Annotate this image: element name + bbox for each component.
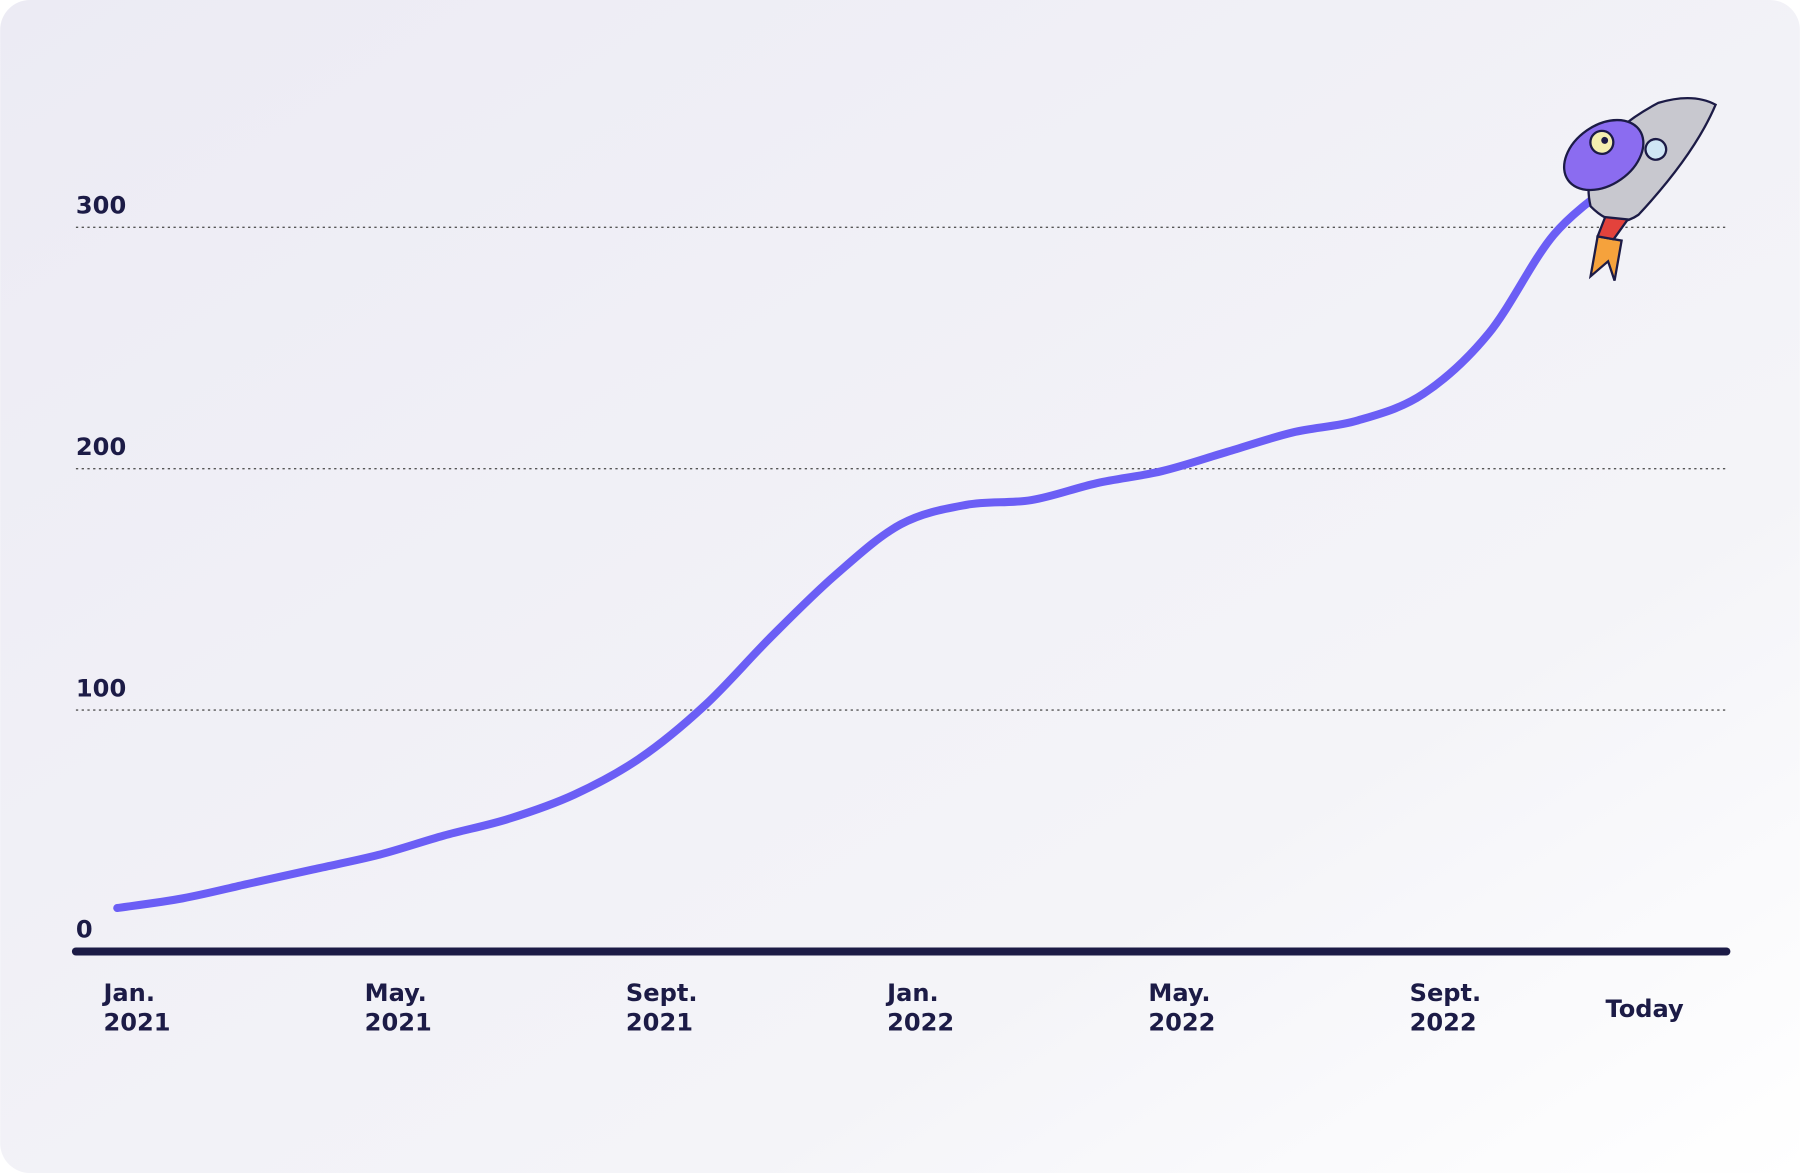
x-tick-label: Sept. 2022 — [1410, 979, 1490, 1037]
x-tick-label: May. 2021 — [365, 979, 436, 1037]
x-tick-label: Sept. 2021 — [626, 979, 706, 1037]
rocket — [1562, 97, 1718, 281]
line — [113, 174, 1624, 913]
grid: 0 100 200 300 Jan. 2021 May. 2021 Sept. 2021 Ja… — [71, 191, 1731, 1037]
x-tick-label: May. 2022 — [1148, 979, 1219, 1037]
y-tick-label: 200 — [76, 433, 126, 461]
x-tick-label: Jan. 2022 — [885, 979, 954, 1037]
x-tick-label: Today — [1606, 995, 1685, 1023]
plot — [113, 174, 1624, 913]
y-tick-label: 100 — [76, 674, 126, 702]
x-tick-label: Jan. 2021 — [101, 979, 170, 1037]
y-tick-label: 300 — [76, 191, 126, 219]
y-tick-label: 0 — [76, 916, 93, 944]
